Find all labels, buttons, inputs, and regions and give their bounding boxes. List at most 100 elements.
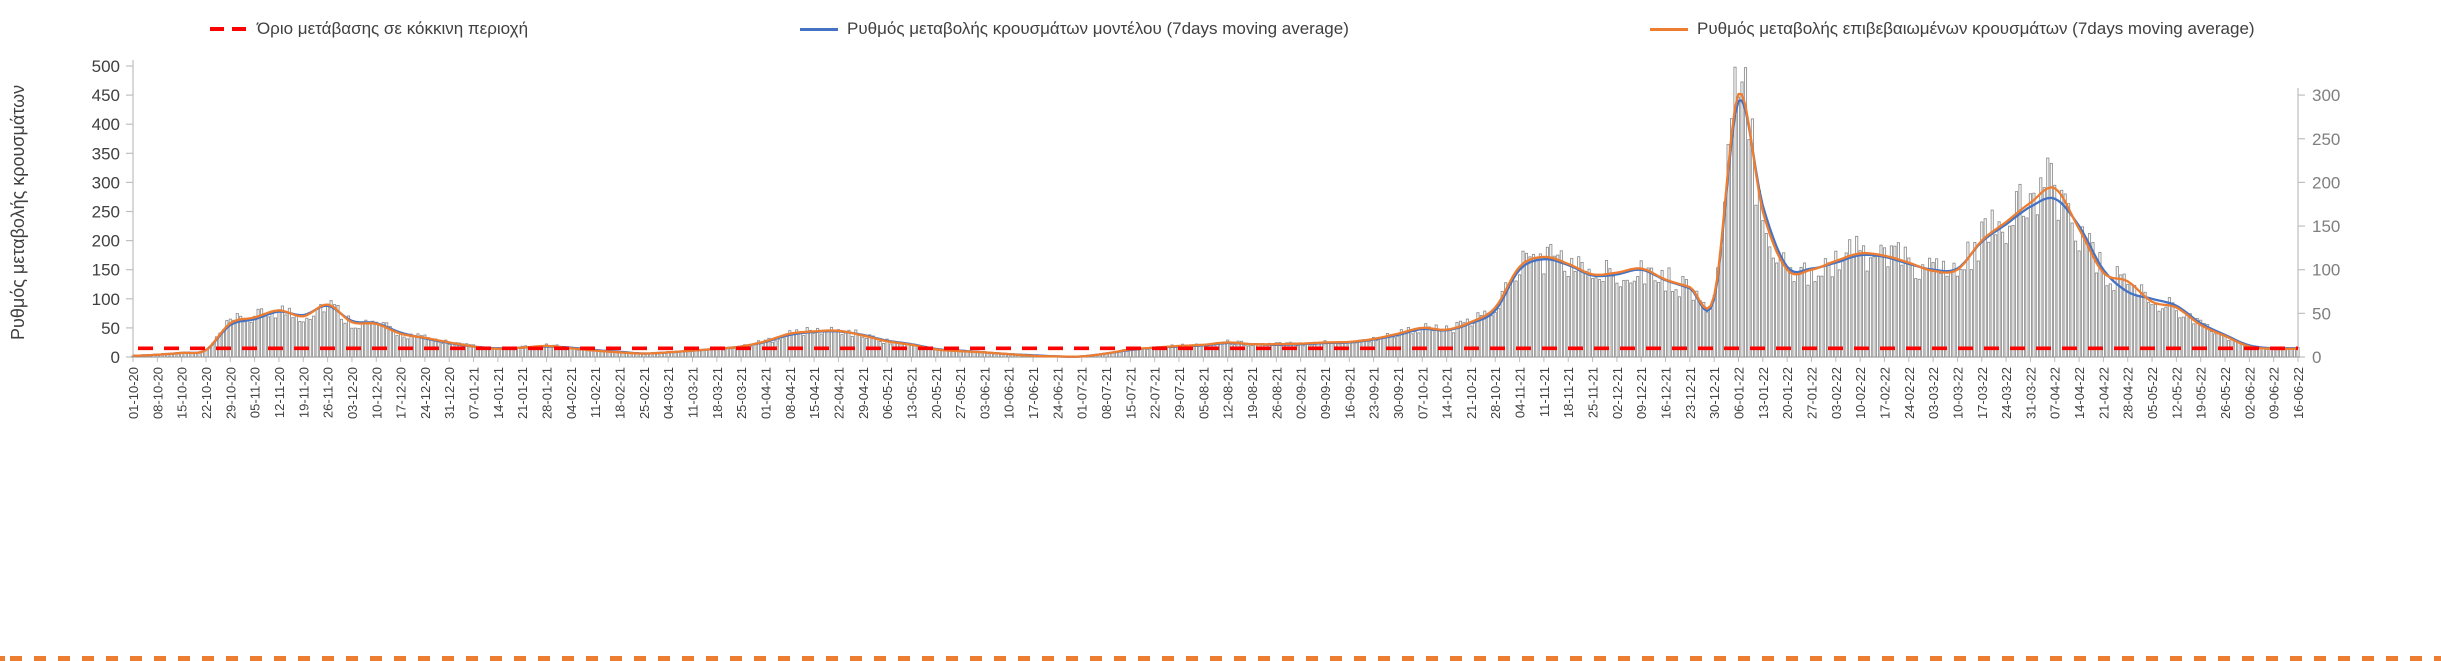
chart-legend: Όριο μετάβασης σε κόκκινη περιοχή Ρυθμός… [0, 16, 2441, 42]
daily-bar [1921, 264, 1925, 358]
daily-bar [1910, 263, 1914, 358]
daily-bar [1935, 258, 1939, 358]
daily-bar [520, 345, 524, 358]
daily-bar [1173, 347, 1178, 358]
daily-bar [1736, 96, 1741, 358]
daily-bar [1830, 276, 1834, 358]
daily-bar [339, 318, 344, 358]
x-tick-label: 23-12-21 [1683, 367, 1698, 419]
daily-bar [1233, 344, 1237, 358]
daily-bar [1674, 289, 1678, 358]
daily-bar [1302, 345, 1306, 358]
daily-bar [1490, 315, 1494, 358]
daily-bar [239, 315, 243, 358]
daily-bar [2188, 313, 2192, 358]
x-tick-label: 27-05-21 [953, 367, 968, 419]
daily-bar [2025, 217, 2029, 358]
x-tick-label: 12-05-22 [2169, 367, 2184, 419]
daily-bar [1306, 343, 1310, 358]
daily-bar [840, 334, 844, 358]
daily-bar [1577, 256, 1581, 358]
daily-bar [2028, 193, 2032, 358]
daily-bar [1274, 342, 1278, 358]
daily-bar [1980, 221, 1984, 358]
daily-bar [1312, 344, 1317, 358]
daily-bar [857, 334, 861, 358]
daily-bar [829, 326, 834, 358]
daily-bar [2108, 283, 2112, 358]
daily-bar [1747, 139, 1751, 358]
daily-bar [2157, 310, 2161, 358]
daily-bar [1351, 340, 1355, 358]
x-tick-label: 17-02-22 [1877, 367, 1892, 419]
daily-bar [1802, 262, 1807, 358]
x-tick-label: 20-05-21 [929, 367, 944, 419]
daily-bar [1486, 312, 1490, 358]
daily-bar [1399, 329, 1403, 358]
daily-bar [1212, 343, 1216, 358]
x-tick-label: 18-11-21 [1561, 367, 1576, 418]
daily-bar [412, 336, 417, 358]
x-tick-label: 29-10-20 [223, 367, 238, 419]
daily-bar [2091, 242, 2095, 358]
daily-bar [1455, 321, 1459, 358]
daily-bar [2004, 243, 2008, 358]
daily-bar [889, 343, 893, 358]
x-tick-label: 11-11-21 [1537, 367, 1552, 417]
daily-bar [544, 343, 549, 358]
daily-bar [569, 348, 573, 358]
x-tick-label: 03-06-21 [977, 367, 992, 419]
daily-bar [2143, 291, 2147, 358]
daily-bar [1427, 326, 1431, 358]
daily-bar [2035, 214, 2039, 358]
y-right-tick-label: 100 [2312, 261, 2340, 280]
daily-bar [2174, 310, 2178, 358]
daily-bar [1132, 349, 1136, 358]
daily-bar [346, 315, 351, 358]
daily-bar [2185, 314, 2189, 358]
daily-bar [1955, 275, 1959, 358]
x-tick-label: 08-07-21 [1099, 367, 1114, 419]
daily-bar [1726, 144, 1730, 358]
x-tick-label: 09-09-21 [1318, 367, 1333, 419]
daily-bar [1601, 281, 1605, 358]
daily-bar [1493, 311, 1497, 358]
daily-bar [1820, 275, 1824, 358]
daily-bar [836, 329, 840, 358]
daily-bar [395, 335, 399, 358]
daily-bar [1281, 344, 1285, 358]
daily-bar [357, 328, 361, 358]
daily-bar [614, 352, 618, 358]
daily-bar [1841, 258, 1845, 358]
daily-bar [336, 305, 340, 358]
daily-bar [1379, 338, 1383, 358]
x-tick-label: 04-11-21 [1513, 367, 1528, 418]
daily-bar [333, 304, 337, 358]
daily-bar [2011, 225, 2015, 358]
x-tick-label: 08-04-21 [783, 367, 798, 419]
x-tick-label: 30-09-21 [1391, 367, 1406, 419]
daily-bar [937, 349, 941, 358]
daily-bar [440, 343, 444, 358]
daily-bar [687, 351, 691, 358]
daily-bar [1215, 343, 1219, 358]
daily-bar [1483, 310, 1487, 358]
daily-bar [1504, 282, 1508, 358]
daily-bar [472, 344, 476, 358]
x-tick-label: 06-05-21 [880, 367, 895, 419]
daily-bar [729, 348, 733, 358]
x-tick-label: 15-10-20 [175, 367, 190, 419]
daily-bar [2056, 219, 2060, 358]
daily-bar [1424, 323, 1428, 358]
daily-bar [704, 349, 708, 358]
x-tick-label: 19-05-22 [2194, 367, 2209, 419]
y-left-tick-label: 500 [92, 57, 120, 76]
y-left-tick-label: 250 [92, 203, 120, 222]
y-left-tick-label: 200 [92, 232, 120, 251]
daily-bar [225, 320, 229, 358]
daily-bar [673, 352, 677, 358]
x-tick-label: 25-03-21 [734, 367, 749, 419]
daily-bar [1413, 331, 1417, 358]
daily-bar [444, 339, 448, 358]
